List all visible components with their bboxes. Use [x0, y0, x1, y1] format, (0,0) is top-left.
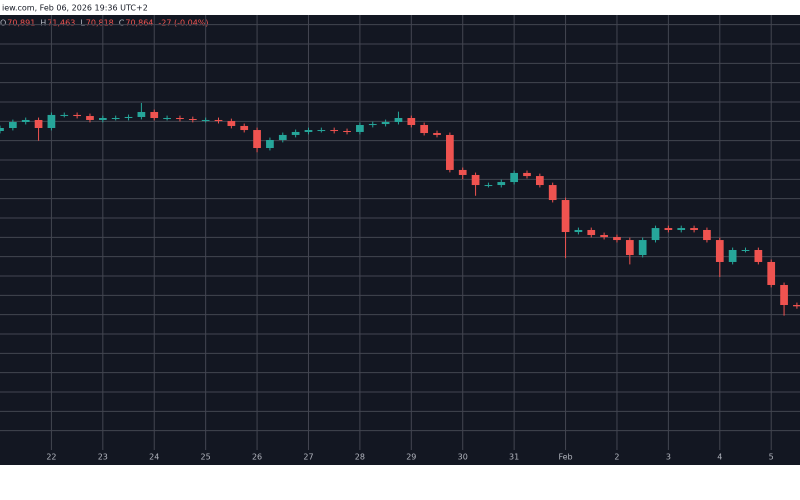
candle-body [73, 114, 81, 117]
x-tick-label: 28 [355, 453, 365, 462]
x-tick-label: 26 [252, 453, 262, 462]
candle-body [690, 228, 698, 230]
candle-body [201, 119, 210, 121]
candle-body [240, 125, 249, 131]
ohlc-value: 70,818 [86, 19, 114, 28]
candle-body [176, 117, 184, 120]
candle-body [754, 249, 763, 262]
candle-body [343, 131, 351, 132]
candle-body [0, 128, 4, 131]
candle-body [368, 124, 377, 126]
candle-body [484, 185, 493, 187]
candle-body [304, 130, 313, 132]
ohlc-value: 71,463 [47, 19, 75, 28]
candle-body [497, 182, 506, 186]
top-bar [0, 0, 800, 15]
x-tick-label: 2 [614, 453, 619, 462]
candle-body [330, 130, 339, 132]
x-tick-label: 27 [303, 453, 313, 462]
candle-body [214, 119, 223, 122]
candle-body [381, 122, 390, 125]
x-tick-label: 29 [406, 453, 416, 462]
candle-body [420, 125, 429, 134]
candle-body [625, 240, 634, 256]
candle-body [407, 117, 416, 126]
candle-body [703, 229, 711, 241]
candle-body [34, 119, 43, 129]
candle-body [137, 112, 146, 117]
candle-body [278, 134, 287, 140]
x-tick-label: Feb [558, 453, 572, 462]
ohlc-label: L [80, 19, 85, 28]
plot-background [0, 15, 800, 465]
candle-body [253, 130, 261, 149]
candle-body [638, 240, 647, 256]
candle-body [60, 114, 69, 116]
candle-body [394, 117, 403, 123]
ohlc-label: H [40, 19, 46, 28]
candle-body [548, 185, 557, 201]
candle-body [651, 228, 660, 241]
candle-body [317, 130, 326, 132]
candle-body [780, 284, 788, 305]
x-tick-label: 5 [769, 453, 774, 462]
candle-body [600, 235, 608, 238]
candle-body [523, 172, 531, 177]
candle-body [574, 229, 583, 233]
candle-body [266, 139, 274, 149]
candle-body [793, 305, 800, 307]
ohlc-change: -27 (-0.04%) [158, 19, 208, 28]
source-text: iew.com, Feb 06, 2026 19:36 UTC+2 [2, 4, 148, 13]
candle-body [111, 117, 120, 119]
candle-body [227, 121, 236, 126]
candle-body [535, 176, 544, 186]
x-tick-label: 4 [717, 453, 722, 462]
candle-body [433, 133, 441, 135]
candle-body [356, 125, 364, 132]
candle-body [8, 122, 17, 129]
candle-body [124, 116, 133, 118]
x-tick-label: 24 [149, 453, 159, 462]
x-tick-label: 23 [98, 453, 108, 462]
candle-body [446, 134, 454, 170]
x-tick-label: 31 [509, 453, 519, 462]
x-tick-label: 3 [666, 453, 671, 462]
candle-body [150, 112, 159, 118]
candle-body [188, 119, 197, 121]
candle-body [741, 249, 750, 251]
candle-body [587, 229, 596, 236]
candle-body [21, 119, 30, 123]
candle-body [613, 237, 621, 241]
x-tick-label: 25 [201, 453, 211, 462]
candle-body [471, 174, 480, 186]
candle-body [98, 117, 107, 120]
ohlc-legend: O 70,891 H 71,463 L 70,818 C 70,864 -27 (-0.04%) [0, 19, 209, 28]
ohlc-label: C [119, 19, 125, 28]
ohlc-label: O [0, 19, 6, 28]
ohlc-value: 70,864 [125, 19, 153, 28]
candle-body [561, 200, 570, 233]
candle-body [715, 240, 724, 262]
candle-body [664, 228, 673, 230]
x-tick-label: 22 [46, 453, 56, 462]
candle-body [458, 169, 467, 175]
candle-body [767, 261, 776, 285]
candle-body [510, 172, 518, 183]
candle-body [163, 117, 171, 119]
candle-body [677, 228, 686, 230]
x-tick-label: 30 [458, 453, 468, 462]
candle-body [47, 114, 56, 129]
candle-body [728, 249, 737, 262]
candle-body [86, 116, 94, 120]
ohlc-value: 70,891 [7, 19, 35, 28]
candle-body [291, 131, 300, 135]
